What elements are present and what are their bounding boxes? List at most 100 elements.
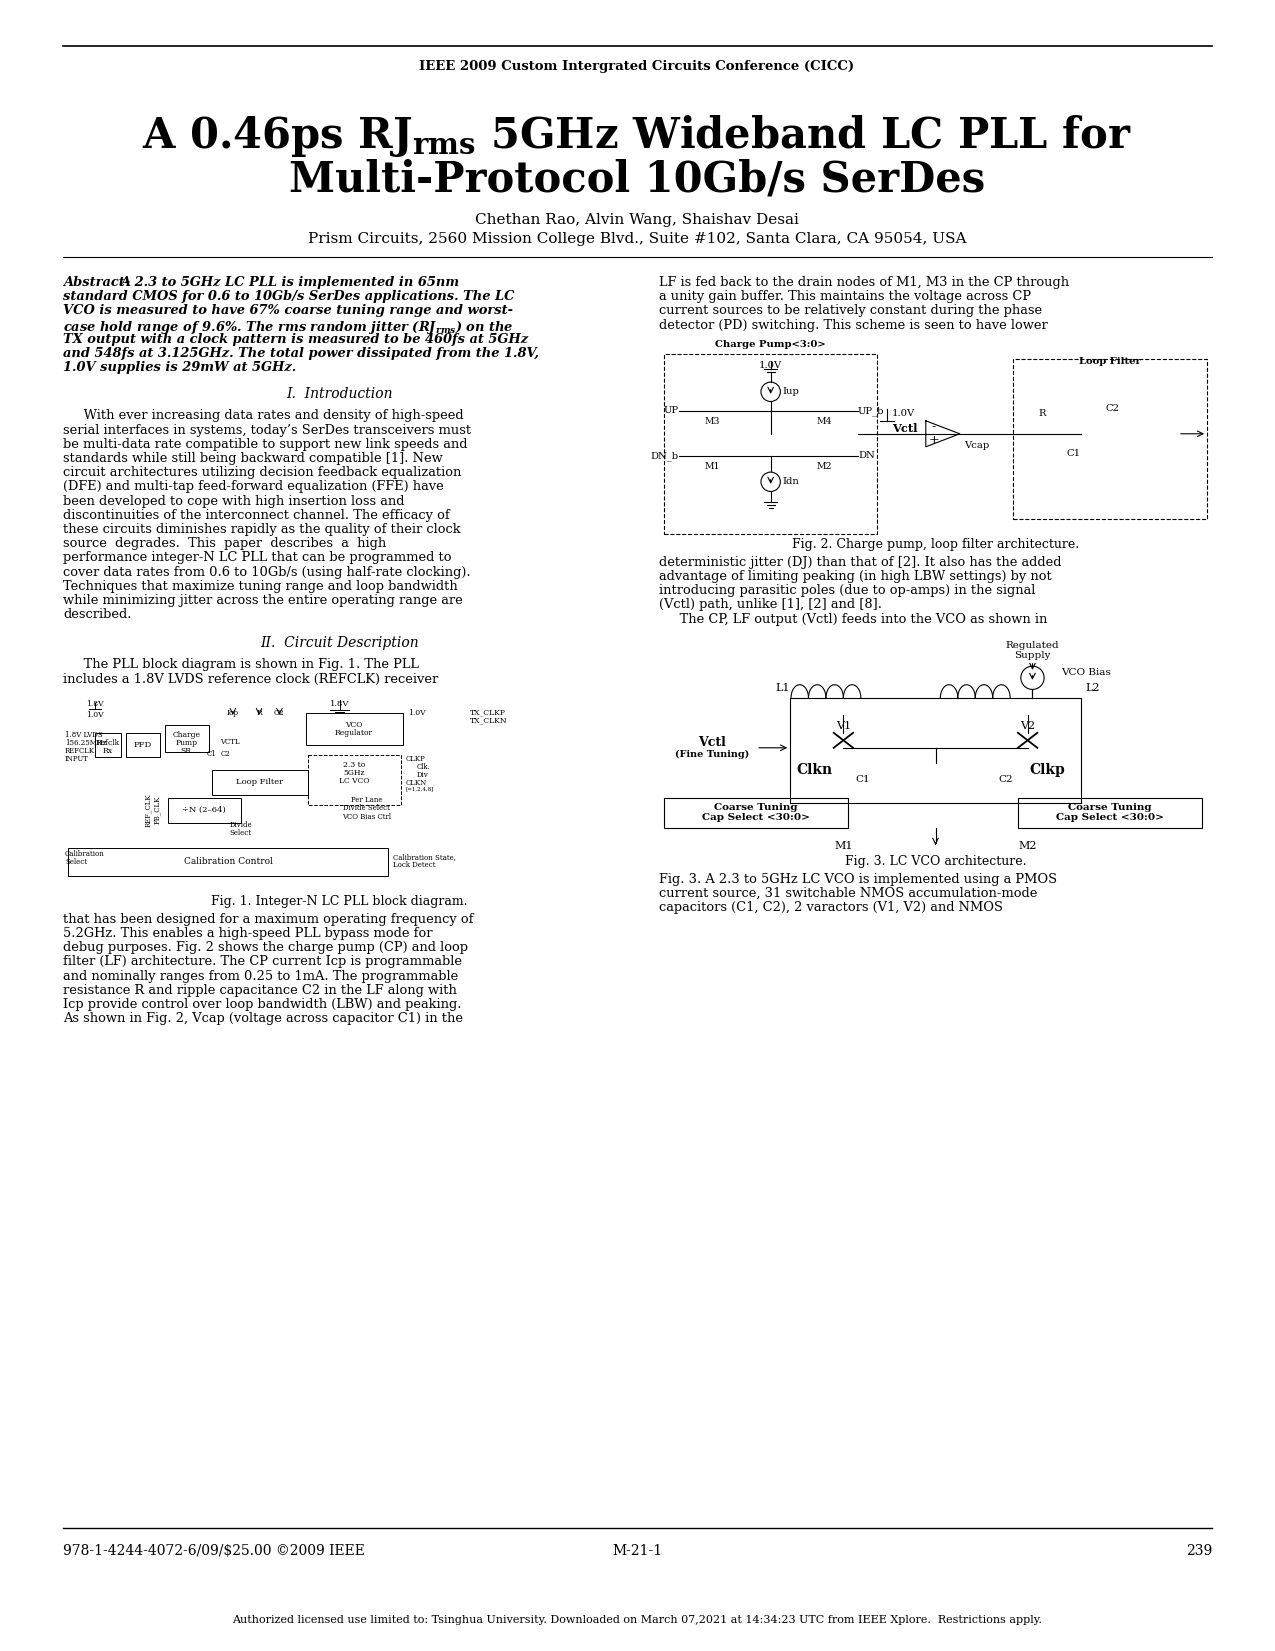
Text: 1.0V: 1.0V — [87, 712, 105, 718]
Text: VCTL: VCTL — [221, 738, 240, 746]
Text: Fig. 3. LC VCO architecture.: Fig. 3. LC VCO architecture. — [845, 855, 1026, 868]
Text: DN: DN — [858, 451, 875, 461]
Text: 5GHz: 5GHz — [343, 769, 365, 778]
Text: The PLL block diagram is shown in Fig. 1. The PLL: The PLL block diagram is shown in Fig. 1… — [62, 659, 419, 672]
Text: Refclk: Refclk — [96, 738, 120, 746]
Text: 1.8V: 1.8V — [330, 700, 349, 708]
Text: I.  Introduction: I. Introduction — [287, 388, 393, 401]
Text: CLKP: CLKP — [405, 755, 425, 763]
Text: be multi-data rate compatible to support new link speeds and: be multi-data rate compatible to support… — [62, 438, 468, 451]
Text: serial interfaces in systems, today’s SerDes transceivers must: serial interfaces in systems, today’s Se… — [62, 424, 472, 436]
Text: R: R — [256, 708, 261, 717]
Text: VCO: VCO — [346, 721, 362, 728]
Text: and nominally ranges from 0.25 to 1mA. The programmable: and nominally ranges from 0.25 to 1mA. T… — [62, 969, 458, 982]
Bar — [1014, 358, 1207, 518]
Text: while minimizing jitter across the entire operating range are: while minimizing jitter across the entir… — [62, 594, 463, 608]
Text: 1.0V: 1.0V — [408, 708, 426, 717]
Text: C2: C2 — [1105, 404, 1119, 413]
Text: Iup: Iup — [783, 388, 799, 396]
Bar — [664, 353, 877, 533]
Text: UP_b: UP_b — [858, 406, 885, 416]
Text: Clkn: Clkn — [796, 763, 833, 778]
Text: C1: C1 — [1066, 449, 1080, 459]
Text: IEEE 2009 Custom Intergrated Circuits Conference (CICC): IEEE 2009 Custom Intergrated Circuits Co… — [419, 59, 854, 73]
Text: includes a 1.8V LVDS reference clock (REFCLK) receiver: includes a 1.8V LVDS reference clock (RE… — [62, 672, 439, 685]
Text: As shown in Fig. 2, Vcap (voltage across capacitor C1) in the: As shown in Fig. 2, Vcap (voltage across… — [62, 1012, 463, 1025]
Text: M2: M2 — [1019, 840, 1037, 850]
Text: filter (LF) architecture. The CP current Icp is programmable: filter (LF) architecture. The CP current… — [62, 956, 462, 969]
Text: that has been designed for a maximum operating frequency of: that has been designed for a maximum ope… — [62, 913, 473, 926]
Text: C2: C2 — [274, 708, 284, 717]
Text: standards while still being backward compatible [1]. New: standards while still being backward com… — [62, 452, 442, 466]
Text: M4: M4 — [816, 416, 831, 426]
Text: Lock Detect: Lock Detect — [393, 860, 435, 868]
Text: Vctl: Vctl — [892, 423, 918, 434]
Text: CLKN: CLKN — [405, 779, 427, 788]
Text: Supply: Supply — [1014, 650, 1051, 660]
Text: M2: M2 — [816, 462, 831, 471]
Text: Cap Select <30:0>: Cap Select <30:0> — [1056, 814, 1164, 822]
Text: current source, 31 switchable NMOS accumulation-mode: current source, 31 switchable NMOS accum… — [659, 887, 1038, 900]
Text: Fig. 3. A 2.3 to 5GHz LC VCO is implemented using a PMOS: Fig. 3. A 2.3 to 5GHz LC VCO is implemen… — [659, 873, 1057, 887]
Text: Select: Select — [65, 859, 87, 865]
Text: 156.25MHz: 156.25MHz — [65, 738, 107, 746]
Text: M1: M1 — [834, 840, 853, 850]
Text: Icp: Icp — [227, 708, 238, 717]
Text: circuit architectures utilizing decision feedback equalization: circuit architectures utilizing decision… — [62, 466, 462, 479]
Text: introducing parasitic poles (due to op-amps) in the signal: introducing parasitic poles (due to op-a… — [659, 584, 1035, 598]
Text: cover data rates from 0.6 to 10Gb/s (using half-rate clocking).: cover data rates from 0.6 to 10Gb/s (usi… — [62, 566, 470, 578]
Text: REFCLK: REFCLK — [65, 746, 96, 755]
Text: FB_CLK: FB_CLK — [153, 796, 161, 824]
Bar — [96, 733, 121, 756]
Text: case hold range of 9.6%. The rms random jitter (RJ$_{\mathregular{rms}}$) on the: case hold range of 9.6%. The rms random … — [62, 319, 514, 335]
Text: 1.8V: 1.8V — [87, 700, 105, 708]
Bar — [164, 725, 209, 751]
Text: Clkp: Clkp — [1029, 763, 1065, 778]
Text: Cap Select <30:0>: Cap Select <30:0> — [703, 814, 810, 822]
Text: 239: 239 — [1186, 1544, 1213, 1559]
Text: Icp provide control over loop bandwidth (LBW) and peaking.: Icp provide control over loop bandwidth … — [62, 997, 462, 1010]
Text: +: + — [928, 434, 938, 447]
Text: -: - — [932, 421, 936, 433]
Text: Calibration: Calibration — [65, 850, 105, 859]
Text: a unity gain buffer. This maintains the voltage across CP: a unity gain buffer. This maintains the … — [659, 291, 1031, 304]
Text: 978-1-4244-4072-6/09/$25.00 ©2009 IEEE: 978-1-4244-4072-6/09/$25.00 ©2009 IEEE — [62, 1544, 365, 1559]
Text: R: R — [1038, 409, 1046, 418]
Text: discontinuities of the interconnect channel. The efficacy of: discontinuities of the interconnect chan… — [62, 509, 450, 522]
Text: VCO is measured to have 67% coarse tuning range and worst-: VCO is measured to have 67% coarse tunin… — [62, 304, 513, 317]
Text: M3: M3 — [705, 416, 720, 426]
Text: TX_CLKP: TX_CLKP — [470, 708, 506, 717]
Text: V1: V1 — [836, 721, 850, 731]
Bar — [126, 733, 161, 756]
Text: Abstract-: Abstract- — [62, 276, 130, 289]
Text: A 0.46ps RJ$_{\mathregular{rms}}$ 5GHz Wideband LC PLL for: A 0.46ps RJ$_{\mathregular{rms}}$ 5GHz W… — [142, 112, 1132, 158]
Text: Pump: Pump — [175, 738, 198, 746]
Text: LF is fed back to the drain nodes of M1, M3 in the CP through: LF is fed back to the drain nodes of M1,… — [659, 276, 1070, 289]
Text: debug purposes. Fig. 2 shows the charge pump (CP) and loop: debug purposes. Fig. 2 shows the charge … — [62, 941, 468, 954]
Text: current sources to be relatively constant during the phase: current sources to be relatively constan… — [659, 304, 1042, 317]
Text: Per Lane: Per Lane — [351, 796, 382, 804]
Text: The CP, LF output (Vctl) feeds into the VCO as shown in: The CP, LF output (Vctl) feeds into the … — [659, 613, 1047, 626]
Text: C1: C1 — [207, 750, 217, 758]
Text: 2.3 to: 2.3 to — [343, 761, 365, 769]
Text: 1.0V: 1.0V — [892, 409, 915, 418]
Text: C1: C1 — [856, 774, 870, 784]
Text: (DFE) and multi-tap feed-forward equalization (FFE) have: (DFE) and multi-tap feed-forward equaliz… — [62, 480, 444, 494]
Text: Fig. 2. Charge pump, loop filter architecture.: Fig. 2. Charge pump, loop filter archite… — [792, 538, 1079, 551]
Bar — [664, 797, 848, 827]
Text: Loop Filter: Loop Filter — [1079, 357, 1141, 367]
Bar — [309, 755, 400, 804]
Text: Regulator: Regulator — [335, 728, 374, 736]
Text: A 2.3 to 5GHz LC PLL is implemented in 65nm: A 2.3 to 5GHz LC PLL is implemented in 6… — [120, 276, 459, 289]
Text: Vcap: Vcap — [965, 441, 989, 451]
Text: UP: UP — [663, 406, 678, 416]
Text: capacitors (C1, C2), 2 varactors (V1, V2) and NMOS: capacitors (C1, C2), 2 varactors (V1, V2… — [659, 901, 1003, 915]
Text: REF_CLK: REF_CLK — [144, 792, 152, 827]
Text: Prism Circuits, 2560 Mission College Blvd., Suite #102, Santa Clara, CA 95054, U: Prism Circuits, 2560 Mission College Blv… — [307, 233, 966, 246]
Text: Div: Div — [417, 771, 428, 779]
Text: detector (PD) switching. This scheme is seen to have lower: detector (PD) switching. This scheme is … — [659, 319, 1048, 332]
Text: Coarse Tuning: Coarse Tuning — [714, 804, 798, 812]
Text: Multi-Protocol 10Gb/s SerDes: Multi-Protocol 10Gb/s SerDes — [289, 158, 986, 200]
Text: INPUT: INPUT — [65, 755, 89, 763]
Text: VCO Bias: VCO Bias — [1062, 669, 1112, 677]
